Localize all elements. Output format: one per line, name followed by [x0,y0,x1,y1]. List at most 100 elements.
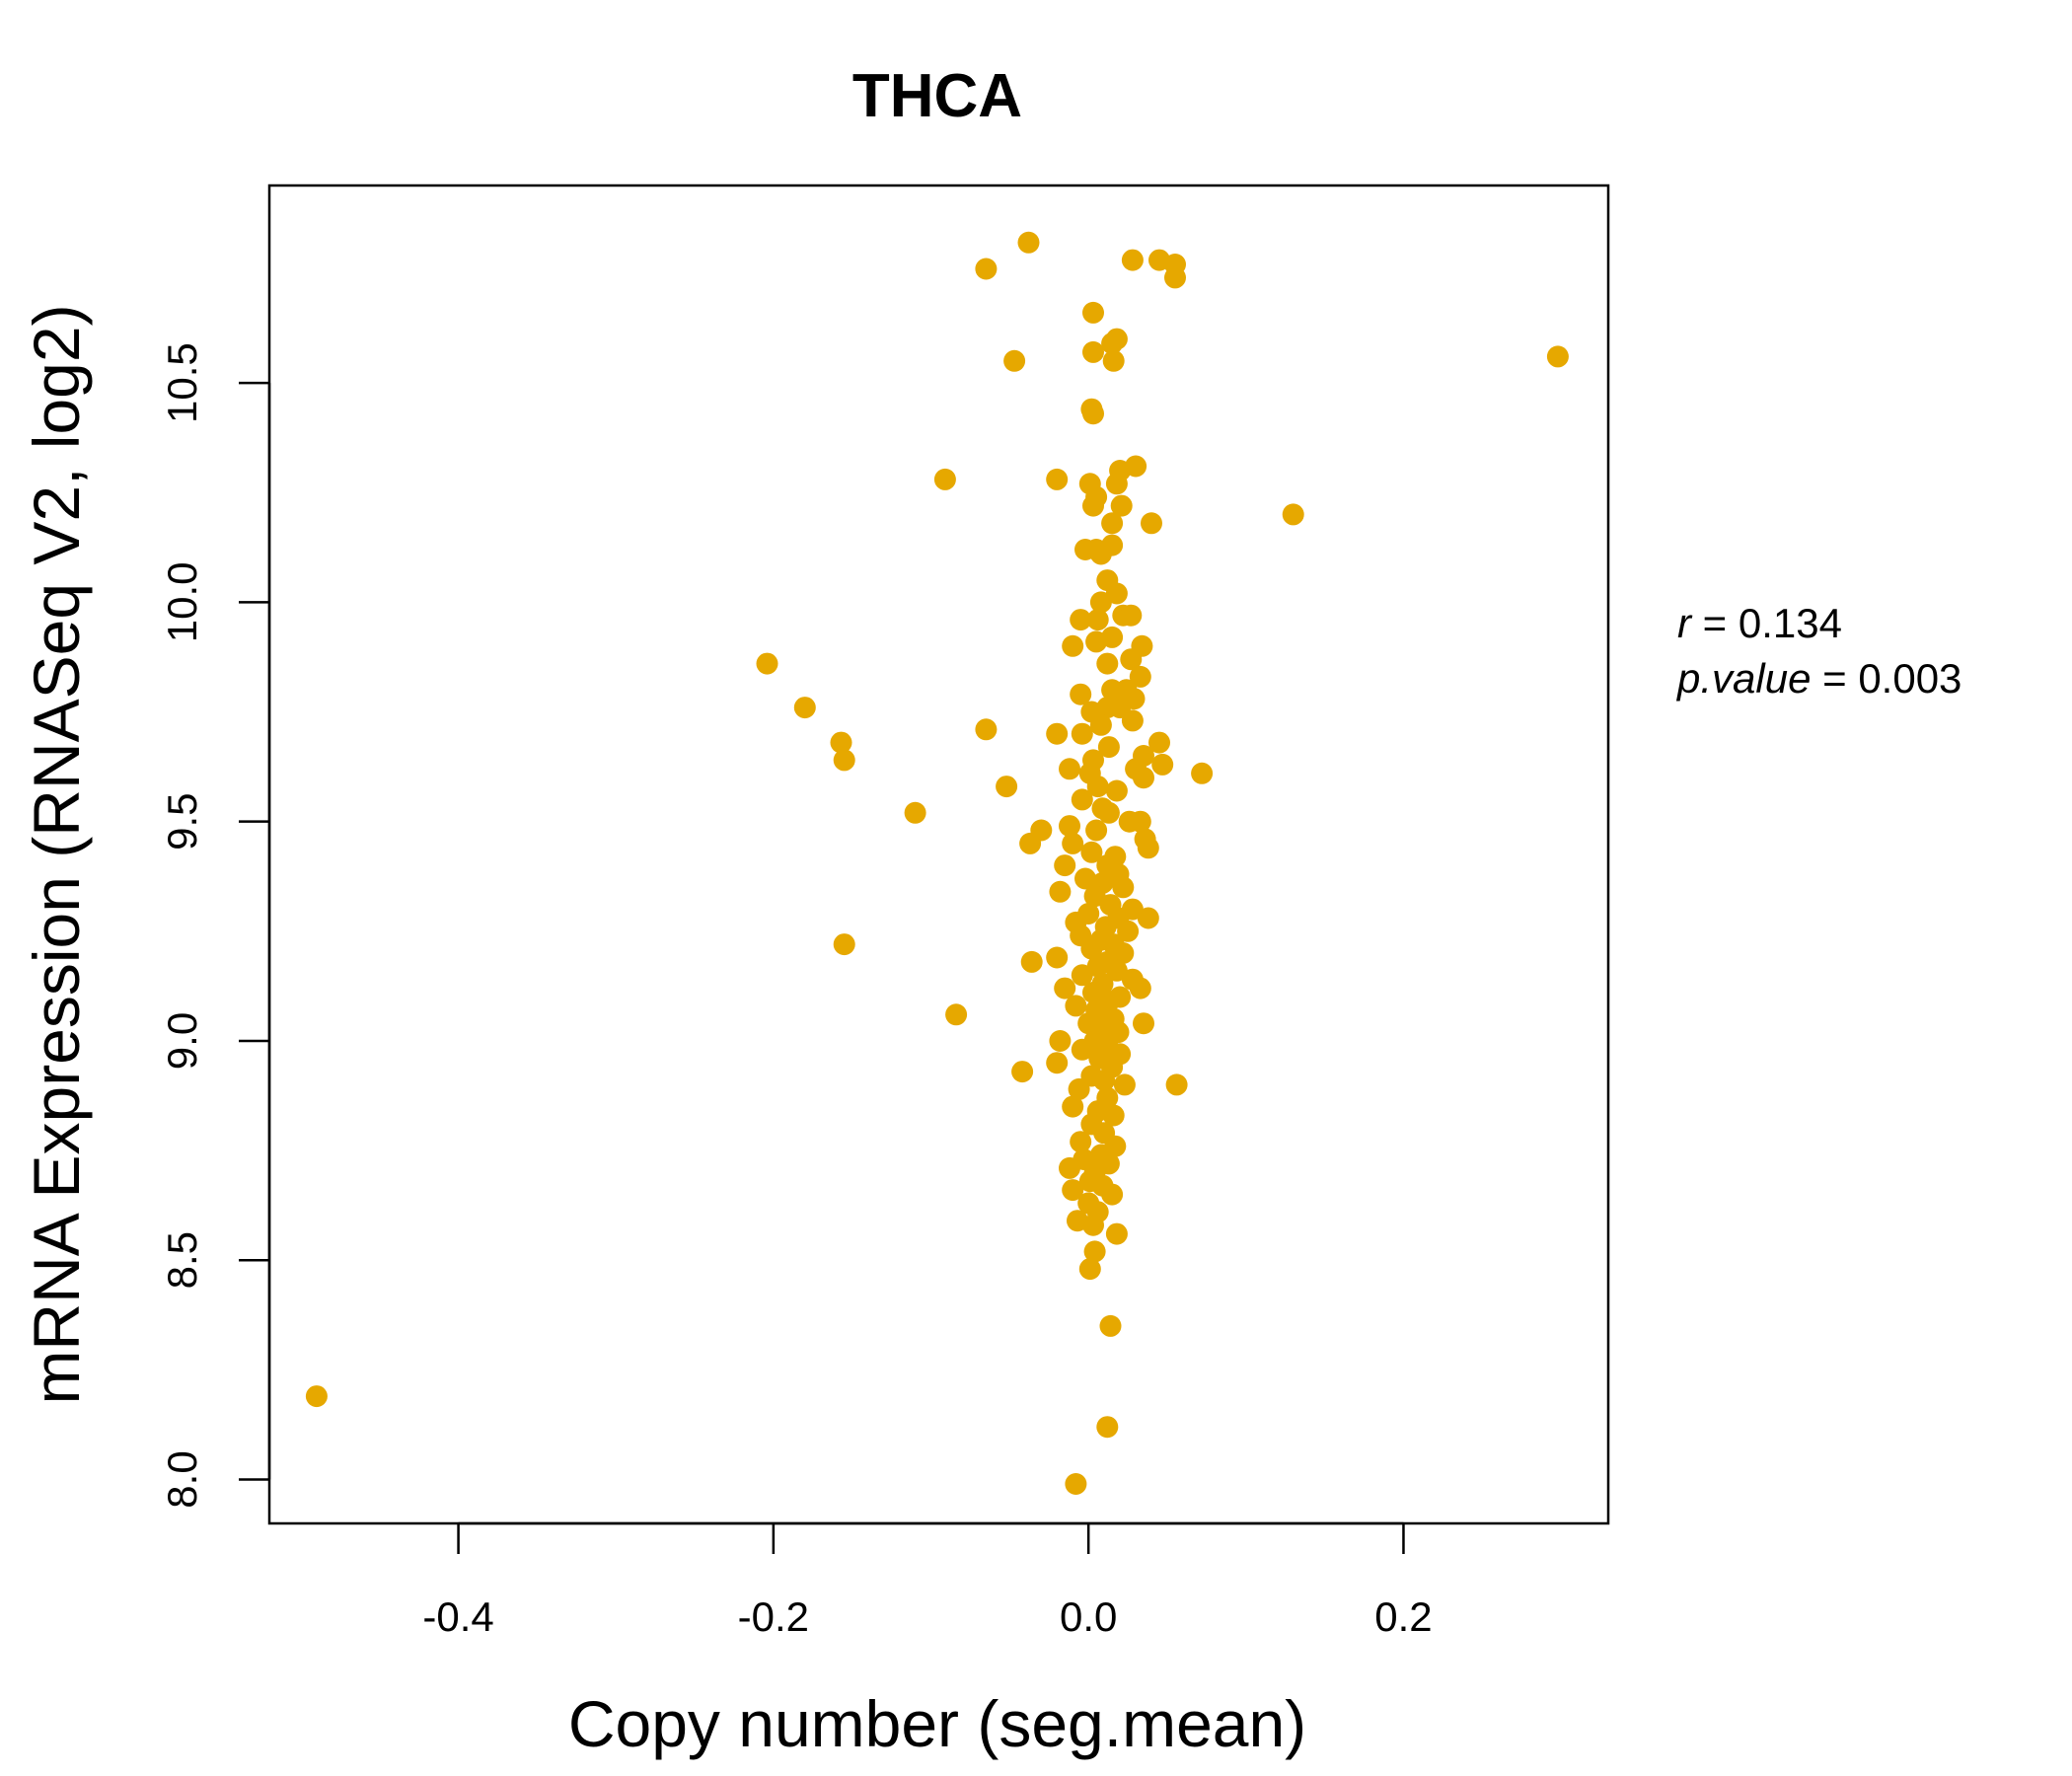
data-point-171 [1099,1314,1122,1337]
data-point-46 [793,697,816,719]
x-axis-label: Copy number (seg.mean) [568,1687,1306,1760]
data-point-0 [305,1385,328,1408]
data-point-150 [1102,1104,1125,1127]
p-value: 0.003 [1858,655,1961,702]
data-point-74 [1105,779,1128,802]
data-point-121 [1054,977,1076,999]
y-axis-label: mRNA Expression (RNASeq V2, log2) [20,304,93,1404]
data-point-139 [1046,1052,1069,1074]
p-label: p.value [1675,655,1811,702]
y-tick-label-1: 8.5 [159,1231,205,1289]
y-tick-label-4: 10.0 [159,562,205,643]
data-point-66 [1151,753,1174,776]
p-equals: = [1822,655,1858,702]
data-point-125 [1065,995,1087,1017]
data-point-143 [1093,1070,1116,1091]
data-point-112 [1020,950,1043,973]
data-point-81 [1059,815,1080,838]
data-point-70 [1059,758,1080,780]
data-point-170 [1078,1258,1101,1281]
data-point-88 [1080,841,1103,863]
y-axis: 8.0 8.5 9.0 9.5 10.0 10.5 [159,342,271,1509]
data-point-68 [1133,767,1154,789]
data-point-167 [1082,1214,1104,1236]
data-point-113 [1046,946,1069,969]
data-point-2 [1017,231,1040,254]
data-point-11 [1105,328,1128,350]
data-point-58 [1046,722,1069,745]
data-point-128 [1133,1012,1154,1035]
data-point-141 [1011,1061,1034,1083]
data-point-117 [1071,964,1093,987]
data-point-13 [1102,349,1125,372]
data-point-163 [1101,1183,1124,1206]
data-point-37 [1086,609,1109,631]
data-point-43 [1096,652,1119,675]
data-point-93 [1074,867,1096,890]
data-point-16 [933,468,956,490]
data-point-86 [1019,832,1042,854]
p-value-annotation: p.value = 0.003 [1675,655,1961,702]
r-equals: = [1703,600,1739,646]
data-point-55 [1089,713,1112,736]
chart-title: THCA [852,62,1022,130]
data-point-80 [1129,810,1151,833]
r-label: r [1677,600,1693,646]
data-point-82 [1085,819,1108,842]
data-point-87 [1062,832,1084,854]
data-point-144 [1113,1073,1136,1096]
x-tick-label-2: 0.0 [1060,1593,1117,1640]
data-point-60 [1097,736,1120,759]
data-point-136 [1071,1038,1093,1061]
x-axis: -0.4 -0.2 0.0 0.2 [422,1521,1433,1640]
data-point-34 [1089,591,1112,614]
data-point-172 [1096,1416,1119,1439]
data-point-148 [1062,1095,1084,1118]
correlation-r-annotation: r = 0.134 [1677,600,1842,646]
data-point-40 [1085,630,1108,653]
data-point-12 [1082,340,1104,363]
data-point-169 [1083,1240,1106,1263]
data-point-173 [1065,1473,1087,1495]
data-point-120 [1129,977,1151,999]
data-point-62 [830,731,852,754]
data-point-44 [1120,648,1143,671]
data-point-45 [756,652,778,675]
data-point-158 [1059,1156,1080,1179]
x-tick-label-0: -0.4 [422,1593,493,1640]
data-point-1 [1546,345,1569,368]
data-point-42 [1062,634,1084,657]
data-point-168 [1105,1222,1128,1245]
r-value: 0.134 [1739,600,1842,646]
data-point-24 [1082,494,1104,517]
data-point-162 [1062,1179,1084,1202]
data-point-48 [1070,683,1092,705]
data-point-17 [1046,468,1069,490]
y-tick-label-2: 9.0 [159,1012,205,1070]
x-tick-label-3: 0.2 [1374,1593,1432,1640]
data-point-75 [1071,788,1093,811]
data-point-27 [1282,503,1304,526]
data-point-146 [1068,1077,1090,1100]
data-point-96 [1049,880,1072,903]
data-point-56 [1121,709,1144,732]
data-point-69 [833,749,855,772]
data-point-25 [1101,512,1124,535]
data-point-127 [945,1003,968,1026]
data-point-31 [1089,543,1112,565]
data-point-95 [1112,876,1135,899]
data-point-78 [904,801,926,824]
y-tick-label-0: 8.0 [159,1450,205,1508]
data-point-4 [1121,249,1144,271]
data-point-72 [996,776,1018,798]
data-point-77 [1097,801,1120,824]
data-point-38 [1120,604,1143,627]
data-point-153 [1070,1131,1092,1153]
data-point-73 [1086,776,1109,798]
x-tick-label-1: -0.2 [738,1593,809,1640]
data-point-103 [1137,907,1159,929]
data-point-26 [1141,512,1162,535]
data-point-36 [1070,609,1092,631]
data-point-9 [1082,301,1104,324]
data-point-111 [1112,942,1135,964]
